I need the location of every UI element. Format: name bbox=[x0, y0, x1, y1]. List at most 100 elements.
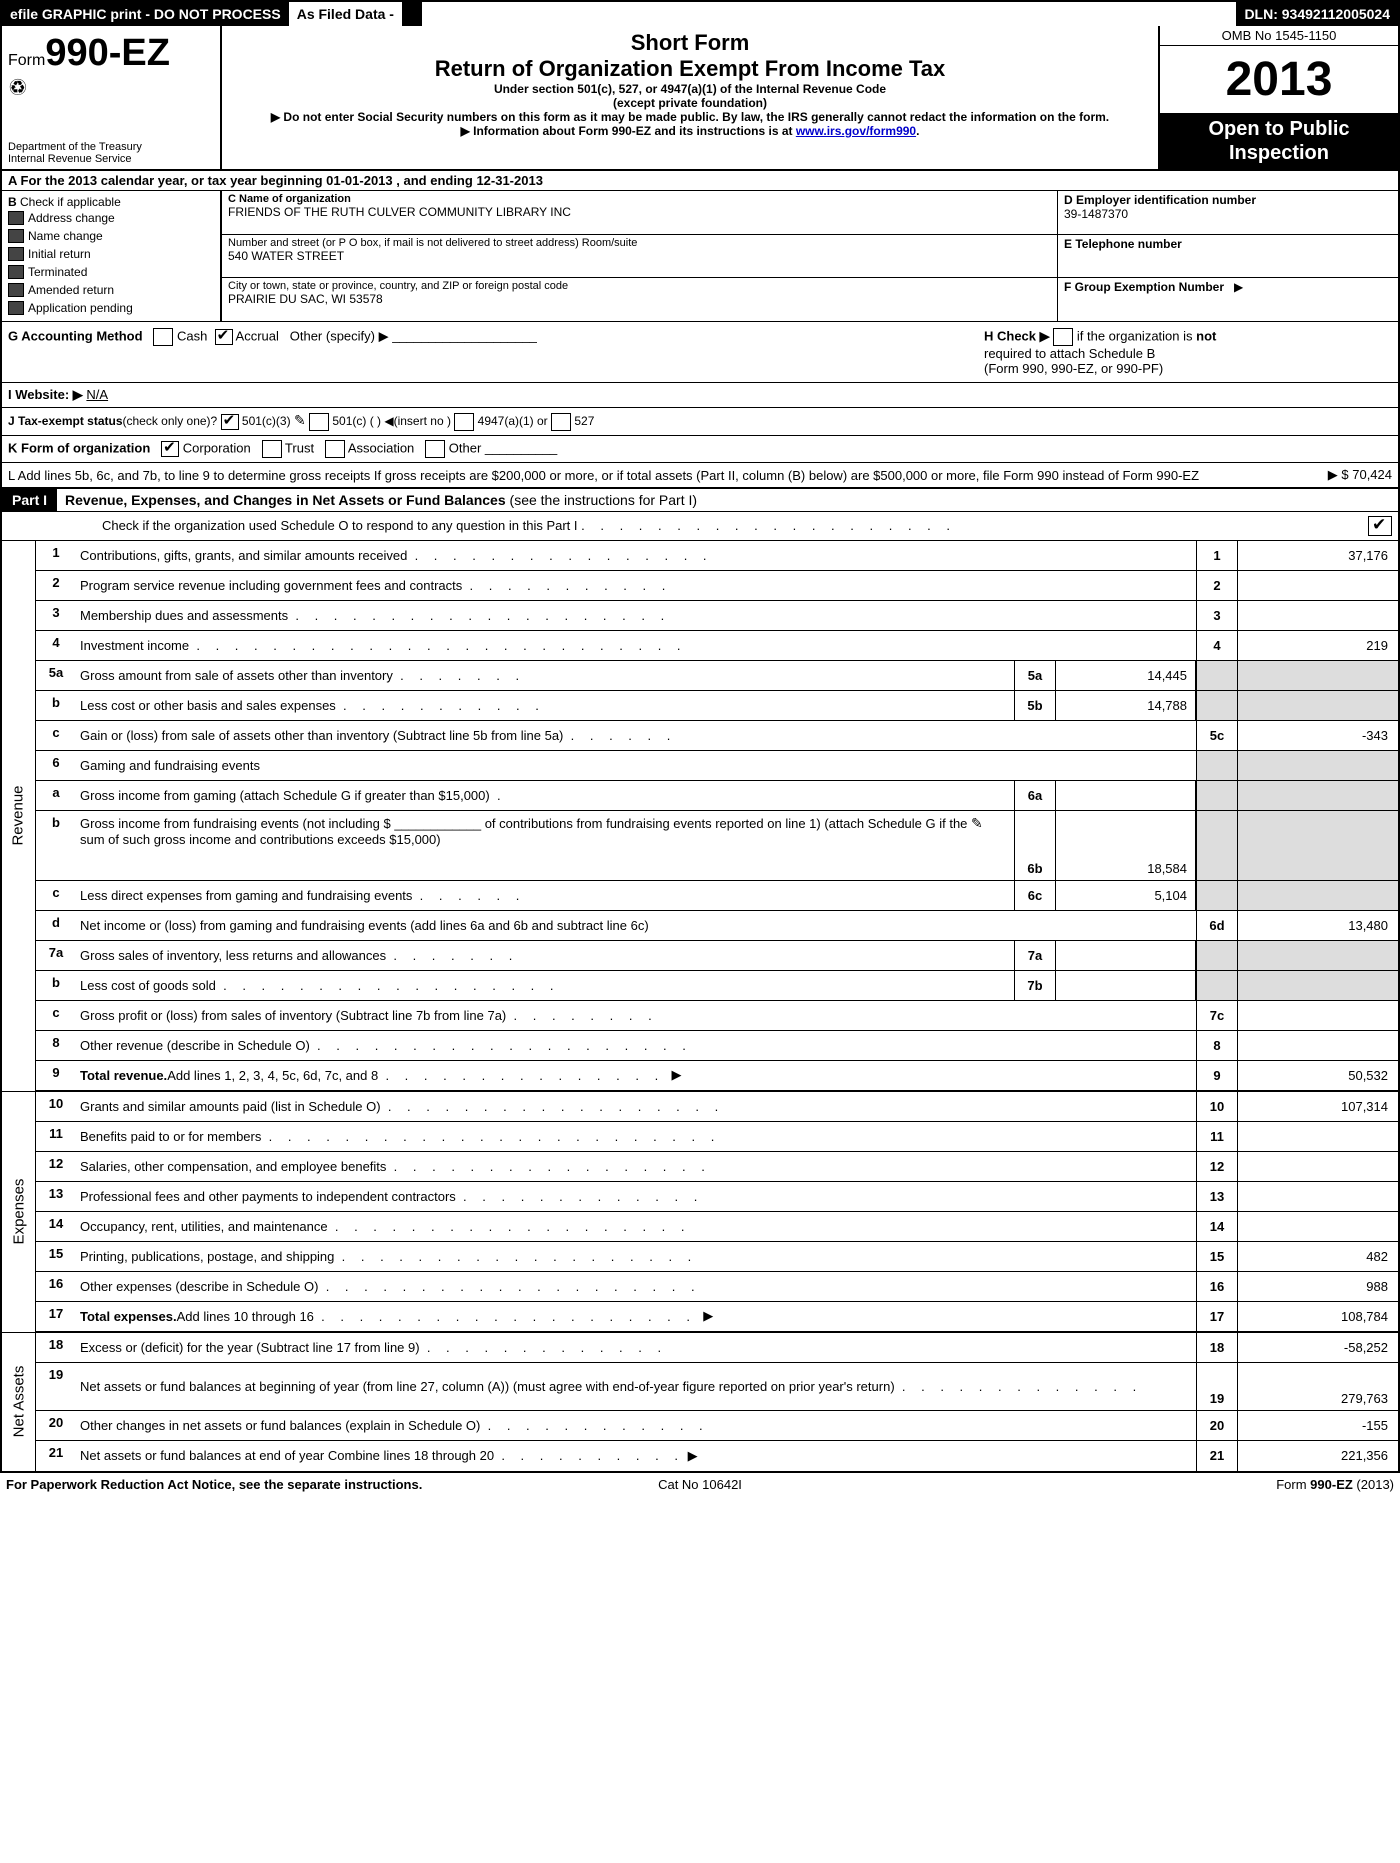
h-check-label: H Check ▶ bbox=[984, 328, 1050, 343]
part-1-title-wrap: Revenue, Expenses, and Changes in Net As… bbox=[57, 489, 1398, 511]
group-exemption-cell: F Group Exemption Number ▶ bbox=[1058, 278, 1398, 321]
dots-leader: . bbox=[497, 788, 507, 803]
line-desc: Gain or (loss) from sale of assets other… bbox=[76, 721, 1196, 750]
ssn-warning: ▶ Do not enter Social Security numbers o… bbox=[230, 110, 1150, 124]
open-to-public-line2: Inspection bbox=[1164, 141, 1394, 165]
line-box-num: 21 bbox=[1196, 1441, 1238, 1471]
check-only-one: (check only one)? bbox=[123, 414, 218, 428]
h-text-post: if the organization is bbox=[1077, 328, 1193, 343]
line-num: 20 bbox=[36, 1411, 76, 1440]
line-9: 9 Total revenue. Add lines 1, 2, 3, 4, 5… bbox=[36, 1061, 1398, 1091]
checkbox-icon[interactable] bbox=[8, 301, 24, 315]
corporation-checkbox[interactable] bbox=[161, 441, 179, 457]
header-right-cell: OMB No 1545-1150 2013 Open to Public Ins… bbox=[1158, 26, 1398, 169]
line-5c: c Gain or (loss) from sale of assets oth… bbox=[36, 721, 1398, 751]
row-a-mid: , and ending bbox=[396, 173, 476, 188]
line-value: 279,763 bbox=[1238, 1363, 1398, 1410]
group-arrow-icon: ▶ bbox=[1234, 280, 1243, 294]
line-num: 7a bbox=[36, 941, 76, 970]
line-box-num: 11 bbox=[1196, 1122, 1238, 1151]
chk-name-change: Name change bbox=[8, 227, 214, 245]
line-num: 19 bbox=[36, 1363, 76, 1410]
line-desc: Net income or (loss) from gaming and fun… bbox=[76, 911, 1196, 940]
501c3-label: 501(c)(3) bbox=[242, 414, 291, 428]
line-desc: Salaries, other compensation, and employ… bbox=[76, 1152, 1196, 1181]
line-text: Gross profit or (loss) from sales of inv… bbox=[80, 1008, 506, 1023]
line-text: Contributions, gifts, grants, and simila… bbox=[80, 548, 407, 563]
tax-year: 2013 bbox=[1160, 46, 1398, 113]
shaded-box bbox=[1196, 811, 1238, 880]
col-b-head-text: Check if applicable bbox=[20, 195, 121, 209]
dln-label: DLN: 93492112005024 bbox=[1236, 2, 1398, 26]
line-desc: Net assets or fund balances at beginning… bbox=[76, 1363, 1196, 1410]
dots-leader: . . . . . . . . . . . bbox=[343, 698, 545, 713]
line-num: 3 bbox=[36, 601, 76, 630]
association-checkbox[interactable] bbox=[325, 440, 345, 458]
line-text: Less cost or other basis and sales expen… bbox=[80, 698, 336, 713]
line-desc: Benefits paid to or for members . . . . … bbox=[76, 1122, 1196, 1151]
line-13: 13 Professional fees and other payments … bbox=[36, 1182, 1398, 1212]
irs-label: Internal Revenue Service bbox=[8, 153, 142, 165]
expenses-lines: 10 Grants and similar amounts paid (list… bbox=[36, 1092, 1398, 1332]
line-desc: Gross sales of inventory, less returns a… bbox=[76, 941, 1014, 970]
line-value bbox=[1238, 601, 1398, 630]
trust-checkbox[interactable] bbox=[262, 440, 282, 458]
accrual-checkbox[interactable] bbox=[215, 329, 233, 345]
501c-label: 501(c) ( ) ◀(insert no ) bbox=[332, 414, 451, 428]
arrow-icon: ▶ bbox=[671, 1067, 681, 1083]
schedule-b-checkbox[interactable] bbox=[1053, 328, 1073, 346]
line-7a: 7a Gross sales of inventory, less return… bbox=[36, 941, 1398, 971]
cat-number: Cat No 10642I bbox=[469, 1477, 932, 1492]
revenue-label-text: Revenue bbox=[10, 786, 27, 846]
checkbox-icon[interactable] bbox=[8, 283, 24, 297]
row-i-website: I Website: ▶ N/A bbox=[2, 383, 1398, 408]
4947-checkbox[interactable] bbox=[454, 413, 474, 431]
line-num: 9 bbox=[36, 1061, 76, 1090]
irs-form990-link[interactable]: www.irs.gov/form990 bbox=[796, 124, 916, 138]
shaded-box bbox=[1196, 881, 1238, 910]
net-assets-lines: 18 Excess or (deficit) for the year (Sub… bbox=[36, 1333, 1398, 1471]
line-num: 21 bbox=[36, 1441, 76, 1471]
return-title: Return of Organization Exempt From Incom… bbox=[230, 56, 1150, 82]
telephone-label: E Telephone number bbox=[1064, 237, 1392, 251]
part-1-paren: (see the instructions for Part I) bbox=[510, 492, 698, 508]
shaded-box bbox=[1196, 971, 1238, 1000]
line-19: 19 Net assets or fund balances at beginn… bbox=[36, 1363, 1398, 1411]
col-def: D Employer identification number 39-1487… bbox=[1058, 191, 1398, 321]
line-value: 107,314 bbox=[1238, 1092, 1398, 1121]
other-org-checkbox[interactable] bbox=[425, 440, 445, 458]
501c3-checkbox[interactable] bbox=[221, 414, 239, 430]
line-text: Net assets or fund balances at end of ye… bbox=[80, 1448, 494, 1463]
line-box-num: 10 bbox=[1196, 1092, 1238, 1121]
501c-checkbox[interactable] bbox=[309, 413, 329, 431]
line-6: 6 Gaming and fundraising events bbox=[36, 751, 1398, 781]
line-value bbox=[1238, 571, 1398, 600]
dots-leader: . . . . . . . . . . . . . . . . . . bbox=[223, 978, 559, 993]
checkbox-icon[interactable] bbox=[8, 211, 24, 225]
cash-checkbox[interactable] bbox=[153, 328, 173, 346]
line-desc: Other expenses (describe in Schedule O) … bbox=[76, 1272, 1196, 1301]
street-label: Number and street (or P O box, if mail i… bbox=[228, 237, 1051, 249]
expenses-section: Expenses 10 Grants and similar amounts p… bbox=[2, 1091, 1398, 1332]
chk-label: Terminated bbox=[28, 265, 87, 279]
checkbox-icon[interactable] bbox=[8, 247, 24, 261]
org-name-label: C Name of organization bbox=[228, 193, 1051, 205]
schedule-o-checkbox[interactable] bbox=[1368, 516, 1392, 536]
line-desc: Membership dues and assessments . . . . … bbox=[76, 601, 1196, 630]
checkbox-icon[interactable] bbox=[8, 265, 24, 279]
line-value bbox=[1238, 1001, 1398, 1030]
527-label: 527 bbox=[574, 414, 594, 428]
line-7c: c Gross profit or (loss) from sales of i… bbox=[36, 1001, 1398, 1031]
527-checkbox[interactable] bbox=[551, 413, 571, 431]
line-20: 20 Other changes in net assets or fund b… bbox=[36, 1411, 1398, 1441]
dots-leader: . . . . . . . . . . . . . . . . . . . . … bbox=[196, 638, 686, 653]
shaded-val bbox=[1238, 751, 1398, 780]
checkbox-icon[interactable] bbox=[8, 229, 24, 243]
line-value: 482 bbox=[1238, 1242, 1398, 1271]
line-21: 21 Net assets or fund balances at end of… bbox=[36, 1441, 1398, 1471]
group-exemption-label: F Group Exemption Number bbox=[1064, 280, 1224, 294]
line-value: 219 bbox=[1238, 631, 1398, 660]
dots-leader: . . . . . . . . bbox=[514, 1008, 658, 1023]
sub-value bbox=[1056, 971, 1196, 1000]
row-g-h: G Accounting Method Cash Accrual Other (… bbox=[2, 322, 1398, 383]
